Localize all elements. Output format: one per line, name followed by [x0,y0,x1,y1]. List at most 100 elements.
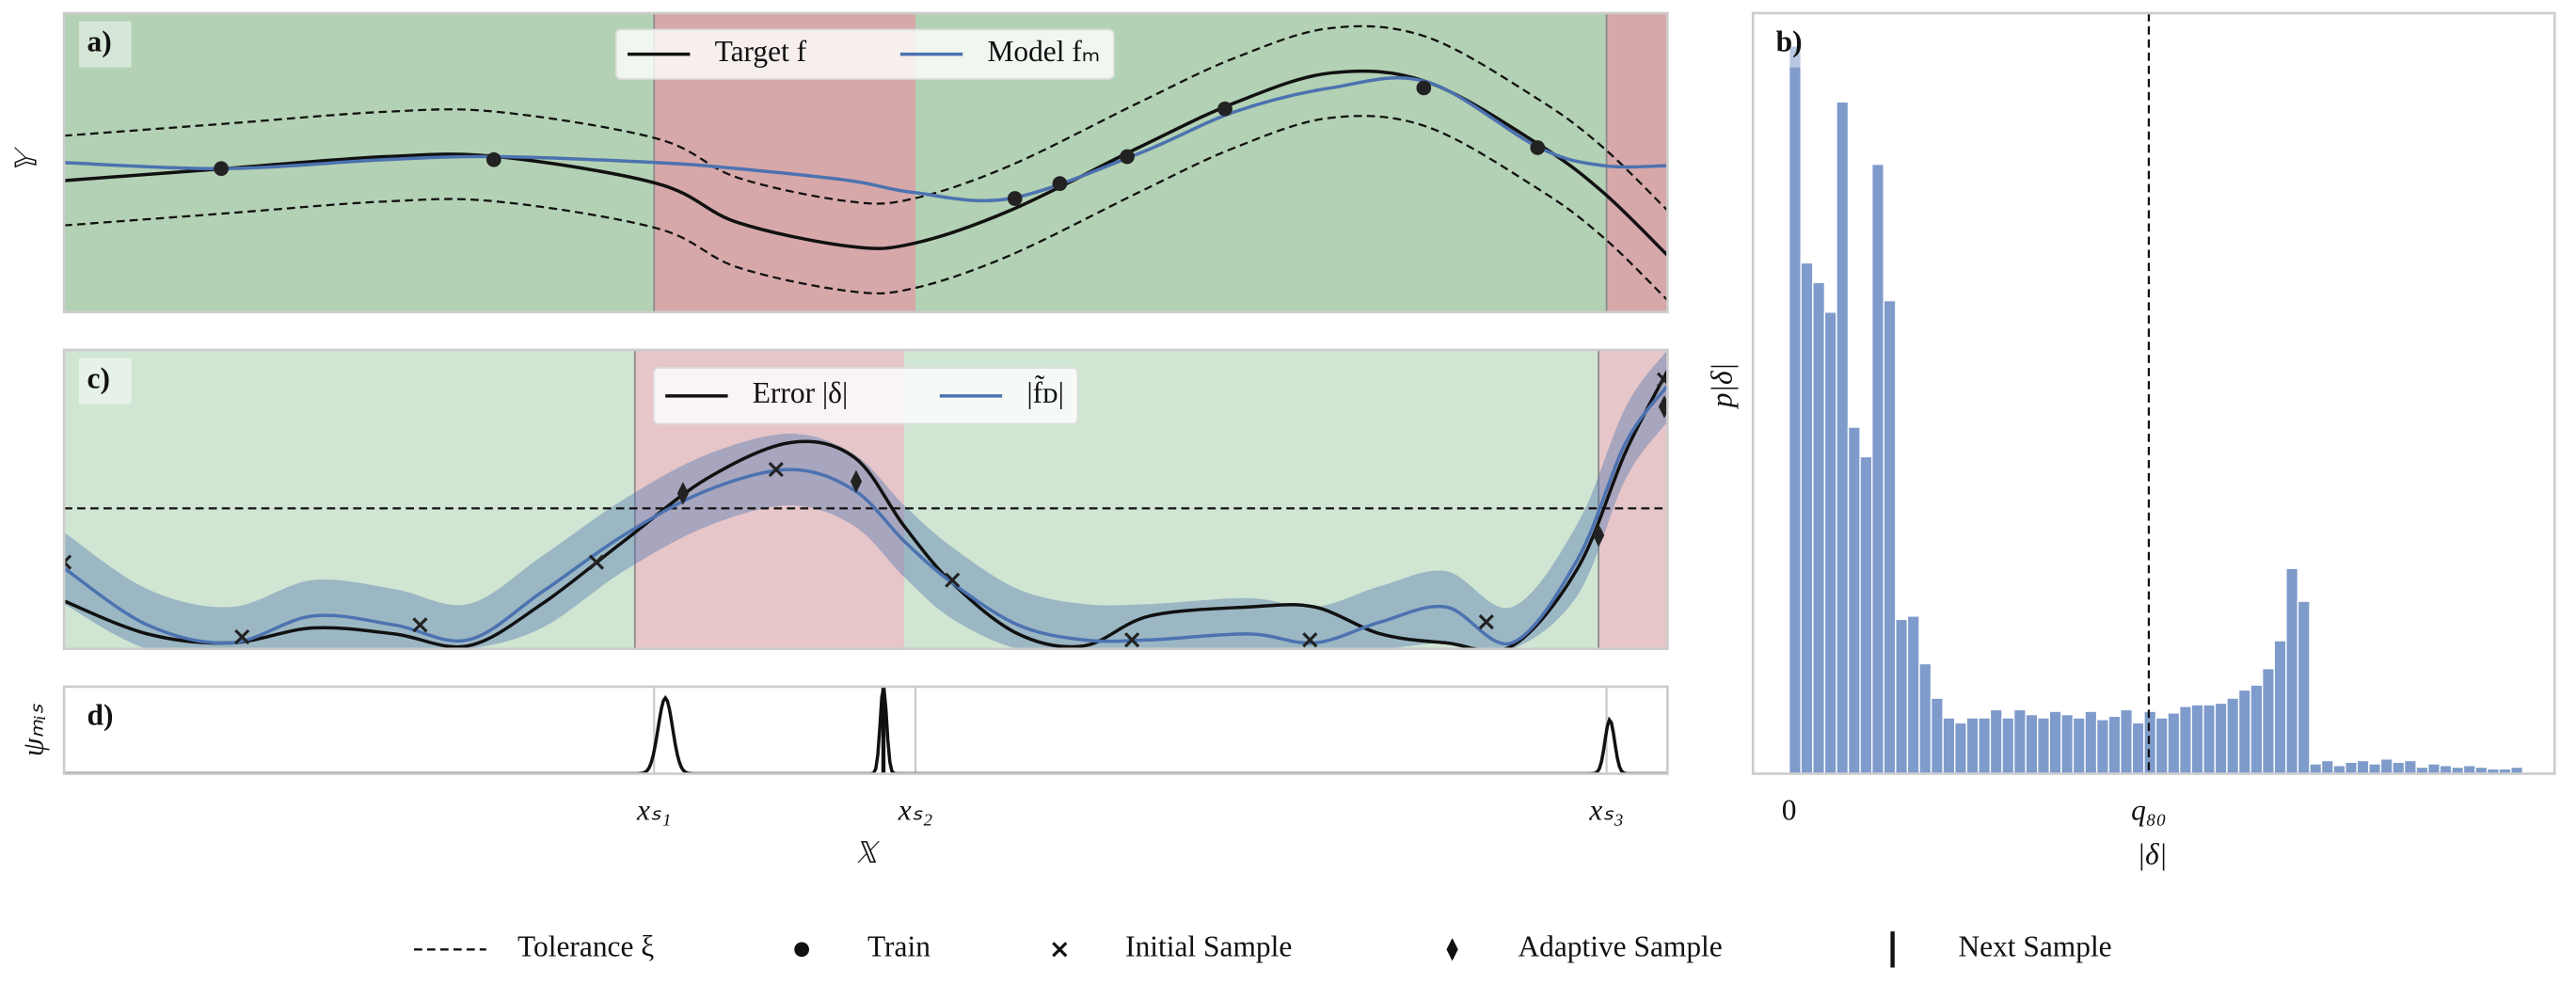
panel-border [1751,11,2556,775]
bar [2237,689,2251,774]
train-point [1416,80,1432,96]
series-line [64,76,1668,203]
legend-box [653,367,1079,425]
bar [1965,717,1980,774]
legend-label: Adaptive Sample [1518,930,1722,963]
bar [2392,761,2406,774]
initial-sample [1124,632,1140,648]
panel [64,686,1668,774]
bar [1847,426,1861,774]
panel-label-box [78,357,132,405]
y-axis-label: ψₘᵢₛ [17,704,50,756]
bar [2001,717,2015,774]
bar [2273,640,2287,774]
x-tick-label: xₛ₂ [898,794,933,827]
panel-border [62,348,1669,651]
bar [2261,668,2275,774]
bar [2368,763,2382,774]
bar [2048,710,2062,774]
x-tick-label: q₈₀ [2131,794,2167,827]
panel-label: c) [87,361,110,394]
panel-label: a) [87,24,112,57]
x-tick-label: 0 [1782,794,1797,827]
bar [2190,704,2204,774]
bar [2427,763,2441,774]
bar [1895,618,1909,774]
panel-label: d) [87,698,114,731]
initial-sample [1478,614,1494,630]
bar [2060,713,2075,774]
x-axis-label: |δ| [2138,838,2168,871]
bar [2120,708,2134,774]
bar [2250,684,2264,774]
initial-sample [588,554,605,570]
bar [2084,710,2098,774]
train-point [1217,101,1232,117]
x-tick-label: xₛ₃ [1588,794,1624,827]
panel-label-box [78,694,132,741]
region [1606,12,1668,312]
initial-sample [234,628,250,645]
bar [1800,262,1814,774]
initial-sample [412,617,428,633]
bar [1812,281,1826,774]
bar [2297,600,2311,774]
initial-sample [768,461,784,478]
y-axis-label: 𝕐 [10,146,43,173]
bar [2095,719,2109,774]
bar [2345,761,2358,774]
bar [2167,712,2181,774]
panel-label-box [78,21,132,68]
train-point [485,151,501,167]
train-point [1120,149,1135,165]
panel-border [62,11,1669,314]
bar [2320,759,2334,774]
panel-label-box [1767,21,1807,68]
bar [1788,45,1802,774]
bar [1836,101,1850,774]
bar [2226,697,2240,774]
bar [1930,697,1944,774]
initial-sample [64,554,72,570]
legend-label: Error |δ| [753,376,849,409]
bar [2155,717,2169,774]
panel [1753,12,2555,774]
bar [2072,717,2086,774]
bar [1859,455,1873,774]
bar [2403,759,2417,774]
y-axis-label: p|δ| [1706,363,1739,410]
bar [2178,706,2192,774]
legend-label: Tolerance ξ [517,930,654,963]
panel-label: b) [1776,24,1803,57]
x-tick-label: xₛ₁ [636,794,672,827]
legend-label: Initial Sample [1125,930,1292,963]
bar [2107,715,2122,774]
legend-box [614,28,1115,80]
bar [1918,662,1932,774]
bar [1954,722,1967,774]
train-point [1052,176,1068,191]
legend-label: Next Sample [1958,930,2111,963]
train-point [214,161,229,177]
panel-border [62,685,1669,775]
series-line [64,385,1668,646]
bar [2356,759,2370,774]
train-point [1007,191,1023,206]
legend-label: Model fₘ [987,35,1100,68]
legend-marker [1446,938,1458,961]
initial-sample [945,572,961,588]
adaptive-sample [850,469,863,494]
bar [2025,713,2039,774]
bar [2379,758,2393,774]
bar [2285,567,2299,774]
adaptive-sample [1658,395,1668,419]
tolerance-line [64,115,1668,301]
legend-label: |f̃ᴅ| [1026,375,1064,409]
panel-background [64,686,1668,774]
bar [1989,708,2003,774]
bar [1870,163,1884,774]
bar [2012,708,2027,774]
initial-sample [1302,632,1318,648]
legend-marker [1052,942,1068,958]
